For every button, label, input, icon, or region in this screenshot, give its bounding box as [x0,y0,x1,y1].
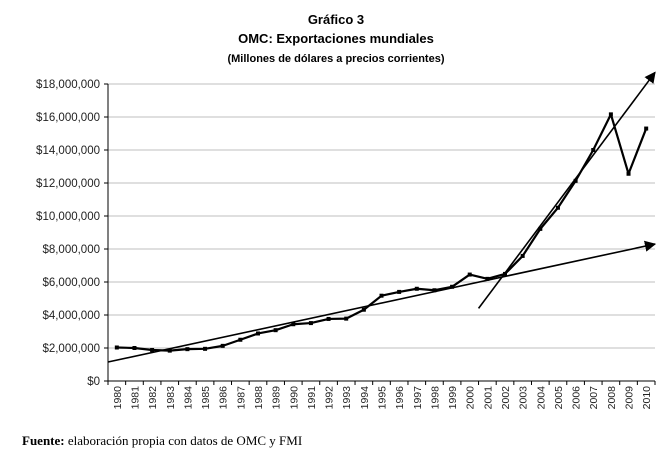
data-point [238,337,243,342]
source-text: elaboración propia con datos de OMC y FM… [64,433,303,448]
x-tick-label: 2000 [465,386,477,410]
y-tick-label: $16,000,000 [36,112,100,124]
source-label: Fuente: [22,433,65,448]
x-tick-label: 2002 [500,386,512,410]
data-point [379,293,384,298]
x-tick-label: 2003 [518,386,530,410]
data-point [555,205,560,210]
x-tick-label: 1989 [271,386,283,410]
y-tick-label: $0 [87,376,100,388]
x-tick-label: 2005 [553,386,565,410]
x-tick-label: 1999 [447,386,459,410]
x-tick-label: 1980 [112,386,124,410]
data-point [608,112,613,117]
x-tick-label: 2007 [588,386,600,410]
x-tick-label: 2004 [535,386,547,410]
y-tick-label: $4,000,000 [42,310,100,322]
x-tick-label: 1983 [165,386,177,410]
x-tick-label: 1998 [429,386,441,410]
data-point [167,348,172,353]
y-tick-label: $14,000,000 [36,145,100,157]
data-point [132,346,137,350]
data-point [185,347,190,352]
x-tick-label: 1996 [394,386,406,410]
data-point [150,347,155,352]
data-point [485,276,490,281]
x-tick-label: 1995 [377,386,389,410]
data-point [203,346,208,351]
data-point [591,148,596,152]
y-tick-label: $2,000,000 [42,343,100,355]
y-tick-label: $6,000,000 [42,277,100,289]
data-point [573,178,578,183]
x-tick-label: 1988 [253,386,265,410]
x-tick-label: 1994 [359,386,371,410]
chart-title: Gráfico 3 [308,12,364,27]
trend-arrow [107,240,657,363]
plot-area: $0 $2,000,000 $4,000,000 $6,000,000 $8,000,0… [36,71,657,410]
y-tick-label: $10,000,000 [36,211,100,223]
x-tick-label: 1992 [324,386,336,410]
data-point [326,316,331,321]
source-note: Fuente: elaboración propia con datos de … [22,433,302,449]
data-point [255,331,260,336]
trend-arrow [477,71,656,309]
data-point [308,321,313,326]
data-point [361,307,366,312]
data-point [220,343,225,348]
x-tick-label: 1997 [412,386,424,410]
data-point [291,322,296,327]
data-point [644,126,649,131]
chart-note: (Millones de dólares a precios corriente… [227,53,444,65]
data-point [273,328,278,333]
data-point [520,253,525,258]
data-point [397,289,402,294]
y-tick-label: $18,000,000 [36,79,100,91]
x-tick-label: 1984 [182,386,194,410]
x-tick-label: 1985 [200,386,212,410]
data-point [414,286,419,291]
x-tick-label: 1990 [288,386,300,410]
chart-subtitle: OMC: Exportaciones mundiales [238,31,434,46]
x-tick-label: 1987 [235,386,247,410]
data-point [626,171,631,176]
data-point [344,316,349,321]
data-point [450,284,455,289]
x-tick-label: 1991 [306,386,318,410]
data-point [503,271,508,276]
x-tick-label: 1981 [129,386,141,410]
y-tick-label: $12,000,000 [36,178,100,190]
x-tick-label: 2008 [606,386,618,410]
x-tick-label: 2010 [641,386,653,410]
x-tick-label: 2009 [624,386,636,410]
data-point [114,345,119,350]
data-point [467,272,472,277]
data-point [538,226,543,231]
x-tick-label: 2006 [571,386,583,410]
x-tick-label: 1986 [218,386,230,410]
y-tick-label: $8,000,000 [42,244,100,256]
x-tick-label: 2001 [482,386,494,410]
x-tick-label: 1982 [147,386,159,410]
x-tick-label: 1993 [341,386,353,410]
data-point [432,288,437,293]
